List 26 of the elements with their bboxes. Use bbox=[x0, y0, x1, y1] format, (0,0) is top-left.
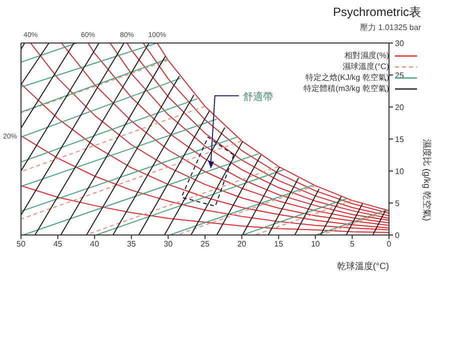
y-tick-label: 30 bbox=[395, 38, 404, 48]
legend-label: 濕球溫度(°C) bbox=[342, 61, 389, 72]
x-tick-label: 5 bbox=[350, 240, 355, 249]
y-tick-label: 5 bbox=[395, 198, 400, 208]
y-tick-label: 10 bbox=[395, 166, 404, 176]
y-tick-label: 0 bbox=[395, 230, 400, 240]
x-tick-label: 35 bbox=[126, 240, 136, 249]
x-tick-label: 45 bbox=[53, 240, 63, 249]
annotation: 舒適帶 bbox=[242, 90, 273, 103]
x-tick-label: 50 bbox=[16, 240, 26, 249]
x-tick-label: 20 bbox=[237, 240, 247, 249]
x-tick-label: 40 bbox=[90, 240, 100, 249]
x-tick-label: 30 bbox=[164, 240, 174, 249]
x-tick-label: 25 bbox=[200, 240, 210, 249]
y-axis-title: 濕度比 (g/kg 乾空氣) bbox=[422, 139, 432, 222]
x-tick-label: 15 bbox=[274, 240, 284, 249]
legend-label: 特定之焓(KJ/kg 乾空氣) bbox=[305, 72, 389, 83]
y-tick-label: 20 bbox=[395, 102, 404, 112]
legend-label: 相對濕度(%) bbox=[344, 50, 389, 61]
y-tick-label: 15 bbox=[395, 134, 404, 144]
x-tick-label: 0 bbox=[386, 240, 392, 249]
legend-label: 特定體積(m3/kg 乾空氣) bbox=[304, 83, 389, 94]
x-tick-label: 10 bbox=[310, 240, 320, 249]
chart-title: Psychrometric表 bbox=[332, 4, 421, 21]
x-axis-title: 乾球溫度(°C) bbox=[336, 261, 389, 271]
chart-subtitle: 壓力 1.01325 bar bbox=[360, 22, 421, 33]
